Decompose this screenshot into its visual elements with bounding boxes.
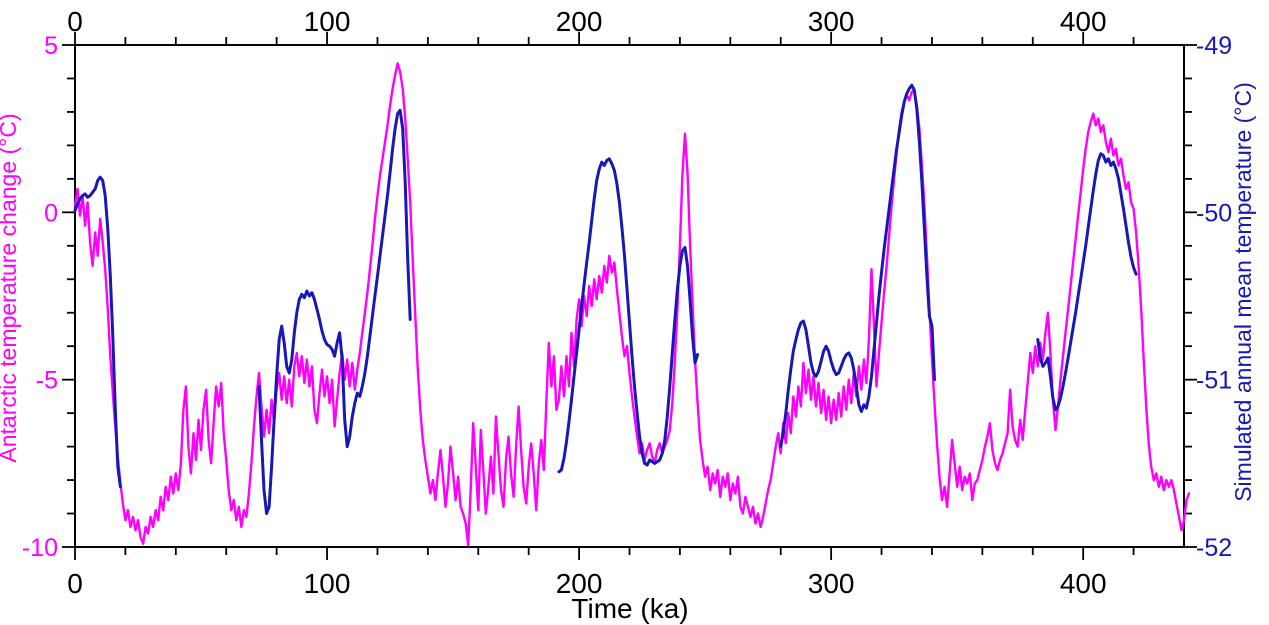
x-tick-label-top: 0: [67, 6, 83, 37]
x-tick-label-bottom: 400: [1060, 568, 1107, 599]
right-tick-label: -50: [1196, 199, 1232, 227]
right-tick-label: -51: [1196, 367, 1232, 395]
x-tick-label-top: 200: [556, 6, 603, 37]
series-simulated-temperature: [557, 157, 700, 474]
x-tick-label-bottom: 200: [556, 568, 603, 599]
x-tick-label-top: 400: [1060, 6, 1107, 37]
x-tick-label-bottom: 100: [304, 568, 351, 599]
left-tick-label: 0: [44, 199, 58, 227]
x-tick-label-top: 100: [304, 6, 351, 37]
left-tick-label: -5: [36, 367, 58, 395]
right-tick-label: -52: [1196, 534, 1232, 562]
axes-layer: 0010010020020030030040040050-5-10-49-50-…: [22, 6, 1232, 599]
x-axis-title: Time (ka): [571, 593, 688, 624]
x-tick-label-top: 300: [808, 6, 855, 37]
series-simulated-temperature: [73, 175, 122, 489]
left-tick-label: 5: [44, 32, 58, 60]
right-tick-label: -49: [1196, 32, 1232, 60]
x-tick-label-bottom: 0: [67, 568, 83, 599]
plot-frame: [74, 44, 1185, 548]
x-tick-label-bottom: 300: [808, 568, 855, 599]
series-layer: [73, 62, 1191, 547]
left-tick-label: -10: [22, 534, 58, 562]
series-simulated-temperature: [1036, 152, 1138, 412]
series-antarctic-temperature: [73, 62, 1191, 547]
series-simulated-temperature: [257, 108, 412, 515]
left-axis-title: Antarctic temperature change (°C): [0, 113, 21, 462]
series-simulated-temperature: [779, 83, 936, 449]
right-axis-title: Simulated annual mean temperature (°C): [1230, 82, 1256, 502]
